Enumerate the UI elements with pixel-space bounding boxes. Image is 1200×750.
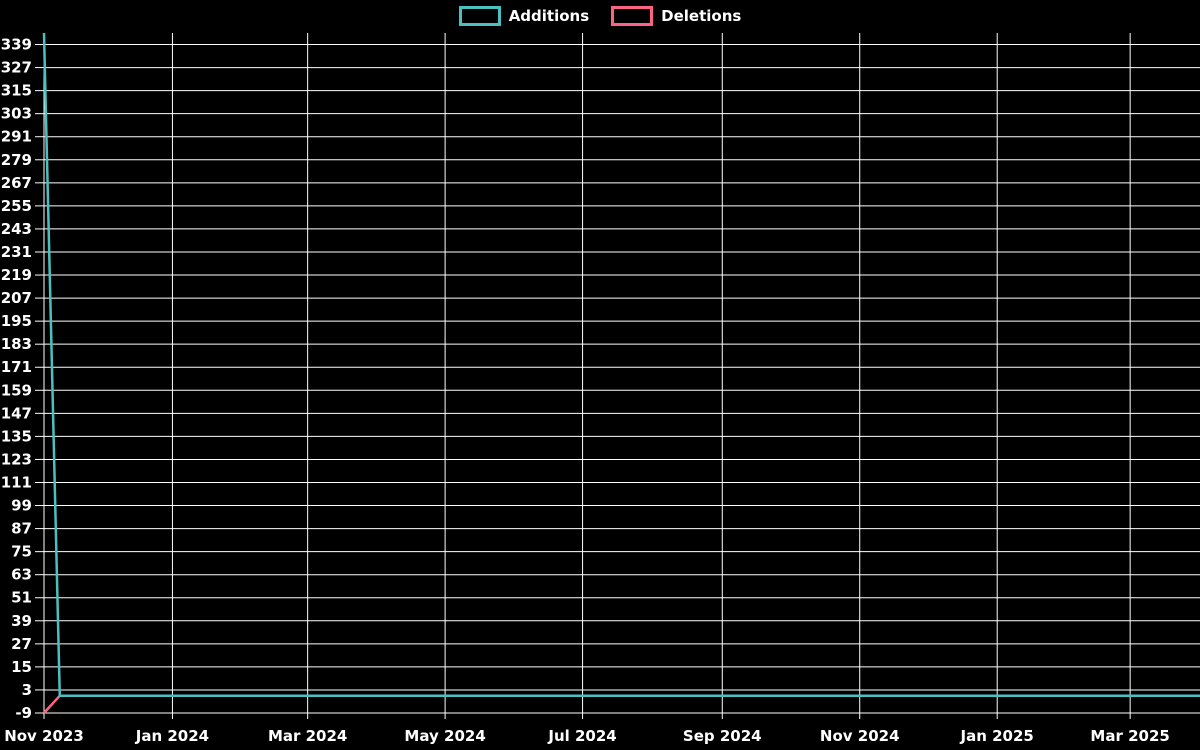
y-tick-label: 51 xyxy=(11,589,32,607)
y-tick-label: 75 xyxy=(11,543,32,561)
deletions-line xyxy=(43,694,1200,714)
additions-swatch-icon xyxy=(458,6,501,26)
y-tick-label: 219 xyxy=(1,266,32,284)
x-tick-label: Nov 2023 xyxy=(4,727,84,745)
x-tick-label: Sep 2024 xyxy=(683,727,762,745)
x-tick-label: Jan 2025 xyxy=(960,727,1034,745)
chart-legend: Additions Deletions xyxy=(0,5,1200,27)
y-tick-label: 87 xyxy=(11,520,32,538)
y-tick-label: 279 xyxy=(1,151,32,169)
y-tick-label: 135 xyxy=(1,427,32,445)
y-tick-label: 159 xyxy=(1,381,32,399)
y-tick-label: 339 xyxy=(1,36,32,54)
legend-label-additions: Additions xyxy=(508,7,590,25)
y-tick-label: 39 xyxy=(11,612,32,630)
legend-label-deletions: Deletions xyxy=(661,7,742,25)
y-tick-label: 231 xyxy=(1,243,32,261)
x-tick-label: Jan 2024 xyxy=(135,727,209,745)
additions-line xyxy=(42,32,1200,697)
y-tick-label: 315 xyxy=(1,82,32,100)
y-tick-label: 171 xyxy=(1,358,32,376)
x-tick-label: Nov 2024 xyxy=(820,727,900,745)
y-tick-label: 15 xyxy=(11,658,32,676)
y-tick-label: 267 xyxy=(1,174,32,192)
y-tick-label: 195 xyxy=(1,312,32,330)
y-tick-label: 327 xyxy=(1,59,32,77)
deletions-swatch-icon xyxy=(611,6,654,26)
legend-item-additions[interactable]: Additions xyxy=(458,5,590,27)
y-tick-label: 99 xyxy=(11,497,32,515)
x-tick-label: May 2024 xyxy=(404,727,485,745)
y-tick-label: 27 xyxy=(11,635,32,653)
y-tick-label: 63 xyxy=(11,566,32,584)
y-tick-label: 111 xyxy=(1,473,32,491)
y-tick-label: 291 xyxy=(1,128,32,146)
x-tick-label: Mar 2025 xyxy=(1090,727,1169,745)
y-tick-label: 183 xyxy=(1,335,32,353)
y-tick-label: 207 xyxy=(1,289,32,307)
x-tick-label: Mar 2024 xyxy=(268,727,347,745)
y-tick-label: -9 xyxy=(15,704,32,722)
y-tick-label: 147 xyxy=(1,404,32,422)
y-tick-label: 3 xyxy=(22,681,32,699)
legend-item-deletions[interactable]: Deletions xyxy=(611,5,741,27)
y-tick-label: 303 xyxy=(1,105,32,123)
y-tick-label: 243 xyxy=(1,220,32,238)
x-tick-label: Jul 2024 xyxy=(547,727,616,745)
y-tick-label: 255 xyxy=(1,197,32,215)
y-tick-label: 123 xyxy=(1,450,32,468)
